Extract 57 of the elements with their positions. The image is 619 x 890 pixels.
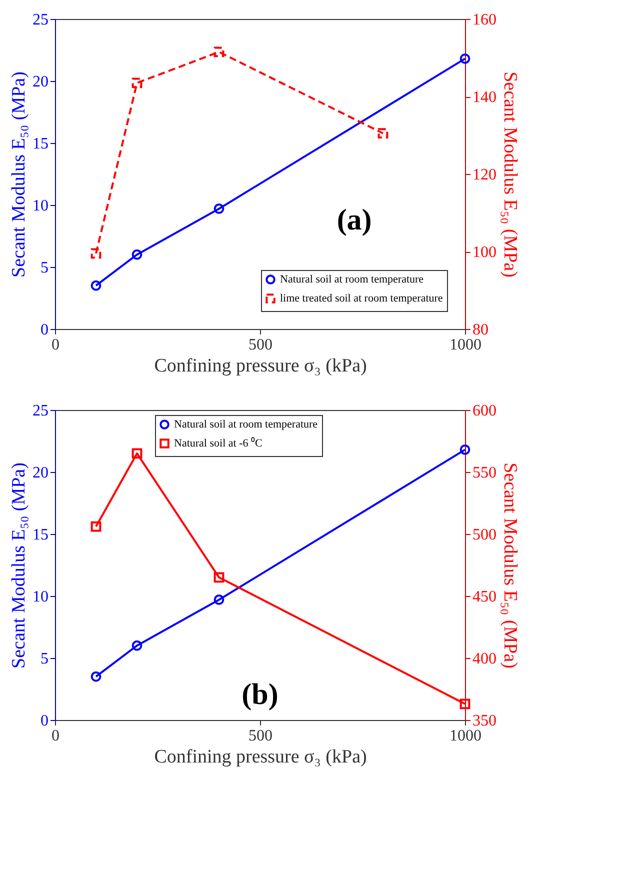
y2-tick-label: 500 — [472, 526, 496, 544]
point — [214, 594, 224, 605]
point — [132, 78, 142, 88]
y-tick-label: 15 — [32, 136, 48, 152]
y2-tick-label: 80 — [472, 322, 488, 338]
y2-tick-label: 350 — [472, 712, 496, 730]
point — [90, 248, 102, 259]
x-axis-title: Confining pressure σ₃ (kPa) — [154, 356, 367, 376]
y-tick-label: 20 — [32, 74, 48, 90]
x-tick-label: 0 — [52, 336, 60, 354]
x-tick-label: 0 — [52, 728, 60, 744]
y-tick-label: 20 — [32, 464, 48, 482]
point — [214, 204, 224, 214]
point — [378, 128, 388, 138]
y2-tick-label: 100 — [472, 244, 496, 261]
point — [460, 444, 470, 455]
x-tick-label: 500 — [248, 336, 272, 354]
y-tick-label: 5 — [40, 650, 48, 668]
y-tick-label: 0 — [40, 712, 48, 730]
point — [90, 671, 102, 682]
point — [460, 54, 470, 64]
y2-tick-label: 600 — [472, 402, 496, 420]
annotation: (b) — [242, 678, 278, 712]
y-tick-label: 10 — [32, 198, 48, 214]
legend-label: Natural soil at room temperature — [280, 274, 424, 286]
x-tick-label: 500 — [248, 728, 272, 744]
y2-axis-title: Secant Modulus E₅₀ (MPa) — [500, 72, 520, 278]
point — [214, 572, 224, 583]
y2-axis-title: Secant Modulus E₅₀ (MPa) — [500, 462, 520, 668]
y2-tick-label: 400 — [472, 650, 496, 668]
y-axis-title: Secant Modulus E₅₀ (MPa) — [8, 462, 30, 668]
x-tick-label: 1000 — [450, 728, 482, 744]
y-tick-label: 5 — [40, 260, 48, 276]
point — [90, 521, 102, 532]
y-tick-label: 10 — [32, 588, 48, 606]
annotation: (a) — [336, 204, 372, 236]
point — [132, 448, 142, 459]
y2-tick-label: 140 — [472, 89, 496, 106]
x-axis-title: Confining pressure σ₃ (kPa) — [154, 746, 367, 768]
y-tick-label: 0 — [40, 322, 48, 338]
point — [90, 280, 102, 291]
point — [214, 46, 224, 58]
point — [132, 640, 142, 651]
legend-label: lime treated soil at room temperature — [280, 292, 443, 304]
point — [460, 698, 470, 710]
legend-label: Natural soil at -6 ⁰C — [174, 436, 262, 450]
y-tick-label: 25 — [32, 402, 48, 420]
y2-tick-label: 160 — [472, 12, 496, 28]
y-tick-label: 15 — [32, 526, 48, 544]
y2-tick-label: 120 — [472, 166, 496, 184]
legend-label: Natural soil at room temperature — [174, 418, 318, 430]
y-tick-label: 25 — [32, 12, 48, 28]
x-tick-label: 1000 — [450, 336, 482, 354]
y2-tick-label: 450 — [472, 588, 496, 606]
y-axis-title: Secant Modulus E₅₀ (MPa) — [8, 72, 30, 278]
y2-tick-label: 550 — [472, 464, 496, 482]
point — [132, 249, 142, 260]
